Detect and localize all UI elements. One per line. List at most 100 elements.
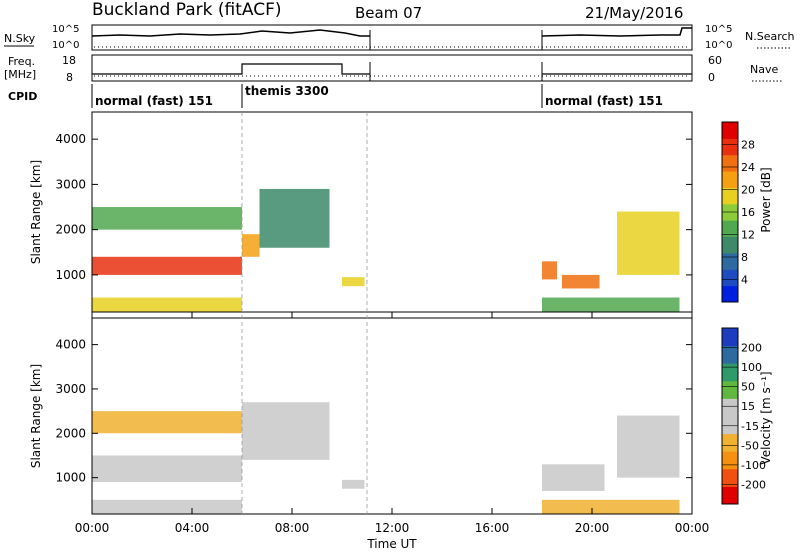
velocity-colorbar-swatch-2	[722, 451, 738, 470]
velocity-colorbar-label-4: -15	[741, 420, 759, 433]
power-colorbar-swatch-7	[722, 171, 738, 188]
velocity-colorbar-label-7: -200	[741, 478, 766, 491]
beam-label: Beam 07	[355, 4, 422, 22]
velocity-band-6	[542, 499, 680, 514]
power-band-3	[242, 234, 260, 257]
velocity-colorbar-swatch-8	[722, 345, 738, 364]
freq-right-label: Nave	[750, 63, 778, 76]
time-tick-label-2: 08:00	[275, 521, 310, 535]
power-ytick-label-0: 1000	[55, 268, 86, 282]
power-colorbar-label-2: 20	[741, 184, 755, 197]
station-title: Buckland Park (fitACF)	[92, 0, 282, 20]
velocity-colorbar-label-5: -50	[741, 439, 759, 452]
power-yticks: 1000 2000 3000 4000	[55, 132, 692, 282]
velocity-band-5	[542, 464, 605, 491]
freq-left-tick-bottom: 8	[66, 71, 73, 84]
velocity-colorbar-swatch-1	[722, 468, 738, 487]
power-band-5	[342, 277, 365, 287]
noise-panel: N.Sky 10^5 10^0 10^5 10^0 N.Search	[4, 24, 795, 51]
power-colorbar-swatch-4	[722, 220, 738, 238]
cpid-row: CPID normal (fast) 151 themis 3300 norma…	[8, 84, 663, 108]
velocity-colorbar-label-1: 100	[741, 361, 762, 374]
cpid-segment-1: normal (fast) 151	[95, 94, 213, 108]
power-band-9	[617, 211, 680, 275]
freq-right-tick-bottom: 0	[708, 71, 715, 84]
power-ytick-label-1: 2000	[55, 223, 86, 237]
velocity-band-0	[92, 455, 242, 483]
power-band-6	[542, 261, 557, 280]
time-tick-label-6: 00:00	[675, 521, 710, 535]
noise-left-tick-top: 10^5	[52, 24, 79, 35]
velocity-ytick-label-1: 2000	[55, 426, 86, 440]
velocity-colorbar-frame	[721, 327, 739, 505]
noise-right-tick-bottom: 10^0	[705, 40, 732, 51]
velocity-band-3	[242, 402, 330, 460]
velocity-colorbar-swatch-6	[722, 380, 738, 399]
power-colorbar-swatch-1	[722, 269, 738, 287]
power-colorbar-label-4: 12	[741, 229, 755, 242]
power-bands	[92, 188, 680, 312]
velocity-colorbar-label-3: 15	[741, 400, 755, 413]
power-colorbar-swatch-3	[722, 236, 738, 254]
freq-left-tick-top: 18	[62, 54, 76, 67]
freq-right-tick-top: 60	[708, 54, 722, 67]
power-colorbar-swatch-10	[722, 122, 738, 139]
velocity-colorbar-label: Velocity [m s⁻¹]	[759, 371, 773, 464]
velocity-colorbar-label-6: -100	[741, 459, 766, 472]
velocity-band-7	[617, 415, 680, 478]
time-tick-label-0: 00:00	[75, 521, 110, 535]
velocity-colorbar-swatch-0	[722, 486, 738, 505]
velocity-ytick-label-0: 1000	[55, 471, 86, 485]
velocity-band-4	[342, 479, 365, 489]
noise-right-label: N.Search	[745, 30, 795, 43]
power-ytick-label-3: 4000	[55, 132, 86, 146]
power-colorbar-swatch-6	[722, 187, 738, 205]
cpid-segment-3: normal (fast) 151	[545, 94, 663, 108]
freq-panel: Freq. [MHz] 18 8 60 0 Nave	[4, 54, 782, 84]
velocity-colorbar-swatch-4	[722, 416, 738, 435]
velocity-band-2	[92, 499, 242, 514]
power-colorbar-swatch-2	[722, 252, 738, 270]
velocity-colorbar-swatch-3	[722, 433, 738, 452]
freq-trace	[92, 63, 370, 75]
power-colorbar-swatch-8	[722, 154, 738, 172]
noise-sky-trace-2	[541, 27, 692, 37]
time-tick-label-1: 04:00	[175, 521, 210, 535]
power-ytick-label-2: 3000	[55, 177, 86, 191]
power-colorbar-swatch-0	[722, 285, 738, 303]
time-tick-label-4: 16:00	[475, 521, 510, 535]
time-axis: 00:00 04:00 08:00 12:00 16:00 20:00 00:00	[75, 312, 710, 535]
power-ylabel: Slant Range [km]	[29, 160, 43, 264]
power-band-8	[542, 297, 680, 312]
noise-left-tick-bottom: 10^0	[52, 40, 79, 51]
power-colorbar-label-6: 4	[741, 274, 748, 287]
cpid-segment-2: themis 3300	[245, 84, 329, 98]
velocity-band-1	[92, 411, 242, 434]
velocity-colorbar-label-0: 200	[741, 342, 762, 355]
velocity-colorbar-swatch-5	[722, 398, 738, 417]
power-band-7	[562, 274, 600, 289]
power-band-4	[259, 188, 330, 248]
noise-sky-trace	[91, 29, 370, 37]
power-band-1	[92, 207, 242, 230]
velocity-colorbar-label-2: 50	[741, 381, 755, 394]
velocity-panel: 1000 2000 3000 4000 Slant Range [km] 200 100…	[29, 317, 773, 515]
time-tick-label-3: 12:00	[375, 521, 410, 535]
time-tick-label-5: 20:00	[575, 521, 610, 535]
power-colorbar: 28 24 20 16 12 8 4	[721, 121, 755, 303]
power-colorbar-label: Power [dB]	[759, 167, 773, 232]
velocity-colorbar: 200 100 50 15 -15 -50 -100 -200	[721, 327, 766, 505]
velocity-ylabel: Slant Range [km]	[29, 364, 43, 468]
power-colorbar-label-0: 28	[741, 139, 755, 152]
noise-frame	[91, 24, 693, 51]
velocity-colorbar-swatch-7	[722, 363, 738, 382]
date-label: 21/May/2016	[585, 4, 683, 22]
power-colorbar-swatch-9	[722, 138, 738, 156]
power-band-0	[92, 256, 242, 275]
power-colorbar-label-3: 16	[741, 206, 755, 219]
power-colorbar-label-5: 8	[741, 251, 748, 264]
power-panel: 1000 2000 3000 4000 Slant Range [km] 28 24 20…	[29, 111, 773, 313]
noise-left-label: N.Sky	[4, 32, 36, 45]
noise-right-tick-top: 10^5	[705, 24, 732, 35]
freq-frame	[91, 54, 693, 82]
